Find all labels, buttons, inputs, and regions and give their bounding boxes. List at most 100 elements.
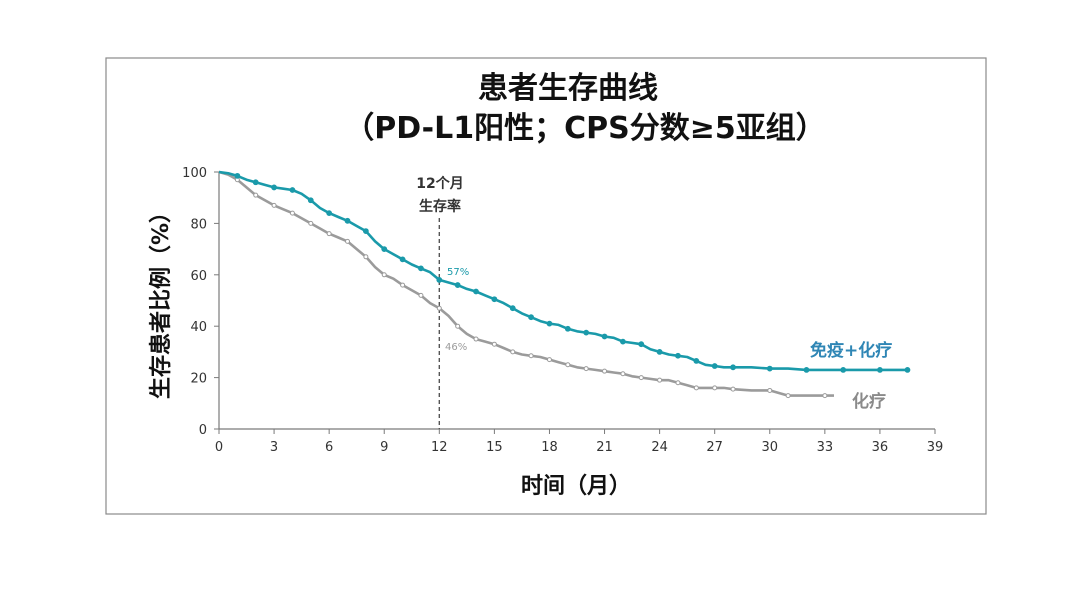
- series-chemo-censor-mark: [675, 380, 681, 386]
- series-chemo-censor-mark: [693, 385, 699, 391]
- series-immuno-chemo-censor-mark: [583, 329, 590, 336]
- series-immuno-chemo-censor-mark: [399, 256, 406, 263]
- series-immuno-chemo-censor-mark: [601, 333, 608, 340]
- series-chemo-censor-mark: [620, 371, 626, 377]
- series-immuno-chemo-censor-mark: [766, 365, 773, 372]
- series-immuno-chemo-censor-mark: [528, 314, 535, 321]
- series-chemo-censor-mark: [308, 220, 314, 226]
- series-chemo-censor-mark: [436, 305, 442, 311]
- series-immuno-chemo-censor-mark: [564, 325, 571, 332]
- series-immuno-chemo-censor-mark: [454, 282, 461, 288]
- series-immuno-chemo-censor-mark: [381, 246, 388, 253]
- series-chemo-censor-mark: [381, 272, 387, 278]
- series-immuno-chemo-censor-mark: [307, 197, 314, 204]
- y-tick-label: 0: [199, 423, 207, 438]
- series-chemo-line: [218, 170, 834, 397]
- series-group: [218, 170, 911, 399]
- chart-frame: [105, 57, 987, 515]
- series-chemo-censor-mark: [289, 210, 295, 216]
- series-immuno-chemo-line: [218, 170, 908, 372]
- x-tick-label: 3: [270, 440, 278, 455]
- series-immuno-chemo-censor-mark: [418, 265, 424, 272]
- x-tick-label: 24: [651, 440, 668, 455]
- series-immuno-chemo-censor-mark: [904, 366, 911, 373]
- series-immuno-chemo-censor-mark: [675, 352, 681, 359]
- x-tick-label: 15: [486, 440, 503, 455]
- series-immuno-chemo-12-month-value: 57%: [447, 267, 469, 278]
- series-chemo-censor-mark: [473, 336, 479, 342]
- series-immuno-chemo-censor-mark: [638, 341, 645, 348]
- y-tick-label: 20: [190, 372, 207, 387]
- series-chemo-censor-mark: [271, 202, 277, 208]
- series-chemo-censor-mark: [822, 393, 828, 399]
- x-tick-label: 0: [215, 440, 223, 455]
- series-chemo-censor-mark: [565, 362, 571, 368]
- chart-title-line2: （PD-L1阳性；CPS分数≥5亚组）: [344, 111, 826, 146]
- series-immuno-chemo-censor-mark: [619, 338, 626, 345]
- series-chemo-censor-mark: [767, 387, 773, 393]
- series-immuno-chemo-censor-mark: [877, 366, 883, 373]
- x-tick-label: 36: [872, 440, 889, 455]
- series-chemo-censor-mark: [345, 238, 351, 244]
- series-immuno-chemo-censor-mark: [289, 187, 296, 193]
- series-immuno-chemo-censor-mark: [711, 363, 718, 369]
- y-tick-label: 40: [190, 320, 207, 335]
- series-immuno-chemo-censor-mark: [271, 184, 277, 191]
- series-chemo-censor-mark: [400, 282, 406, 288]
- series-immuno-chemo-censor-mark: [693, 357, 700, 364]
- series-immuno-chemo-censor-mark: [473, 288, 479, 295]
- x-tick-label: 39: [927, 440, 944, 455]
- series-immuno-chemo-censor-mark: [234, 172, 241, 179]
- series-chemo-censor-mark: [602, 368, 608, 374]
- series-chemo-censor-mark: [253, 192, 259, 198]
- series-chemo-censor-mark: [326, 231, 332, 237]
- x-tick-label: 6: [325, 440, 333, 455]
- series-label-immuno-chemo: 免疫+化疗: [810, 340, 892, 361]
- series-chemo-censor-mark: [657, 377, 663, 383]
- x-tick-label: 18: [541, 440, 558, 455]
- x-tick-label: 33: [817, 440, 834, 455]
- series-chemo-censor-mark: [546, 357, 552, 363]
- x-tick-label: 27: [706, 440, 723, 455]
- y-axis-title: 生存患者比例（%）: [148, 201, 174, 399]
- y-tick-label: 60: [190, 269, 207, 284]
- series-immuno-chemo-censor-mark: [326, 210, 333, 217]
- series-chemo-censor-mark: [510, 349, 516, 355]
- x-tick-label: 21: [596, 440, 613, 455]
- series-immuno-chemo-censor-mark: [509, 305, 516, 312]
- series-chemo-censor-mark: [730, 386, 736, 392]
- y-tick-label: 80: [190, 217, 207, 232]
- series-immuno-chemo-censor-mark: [436, 277, 443, 283]
- series-immuno-chemo-censor-mark: [362, 228, 369, 235]
- series-chemo-censor-mark: [491, 341, 497, 347]
- series-immuno-chemo-censor-mark: [803, 366, 810, 373]
- x-tick-label: 30: [761, 440, 778, 455]
- annotation-12-month-label-line1: 12个月: [416, 175, 463, 192]
- chart-title-line1: 患者生存曲线: [478, 71, 658, 106]
- series-chemo-censor-mark: [455, 323, 461, 329]
- x-tick-label: 9: [380, 440, 388, 455]
- y-tick-label: 100: [182, 166, 207, 181]
- series-immuno-chemo-censor-mark: [656, 349, 663, 355]
- series-chemo-censor-mark: [712, 385, 718, 391]
- series-immuno-chemo-censor-mark: [491, 296, 498, 303]
- series-chemo-censor-mark: [583, 366, 589, 372]
- series-chemo-censor-mark: [418, 292, 424, 298]
- series-immuno-chemo-censor-mark: [546, 320, 553, 327]
- series-chemo-12-month-value: 46%: [445, 342, 467, 353]
- x-axis-title: 时间（月）: [521, 474, 631, 499]
- series-immuno-chemo-censor-mark: [252, 179, 259, 186]
- series-label-chemo: 化疗: [852, 391, 886, 412]
- series-chemo-censor-mark: [363, 254, 369, 260]
- series-immuno-chemo-censor-mark: [840, 366, 847, 373]
- series-chemo-censor-mark: [528, 353, 534, 359]
- series-immuno-chemo-censor-mark: [730, 364, 736, 371]
- series-chemo-censor-mark: [638, 375, 644, 381]
- series-chemo-censor-mark: [785, 393, 791, 399]
- annotation-12-month-label-line2: 生存率: [419, 198, 461, 215]
- x-tick-label: 12: [431, 440, 448, 455]
- series-immuno-chemo-censor-mark: [344, 217, 351, 224]
